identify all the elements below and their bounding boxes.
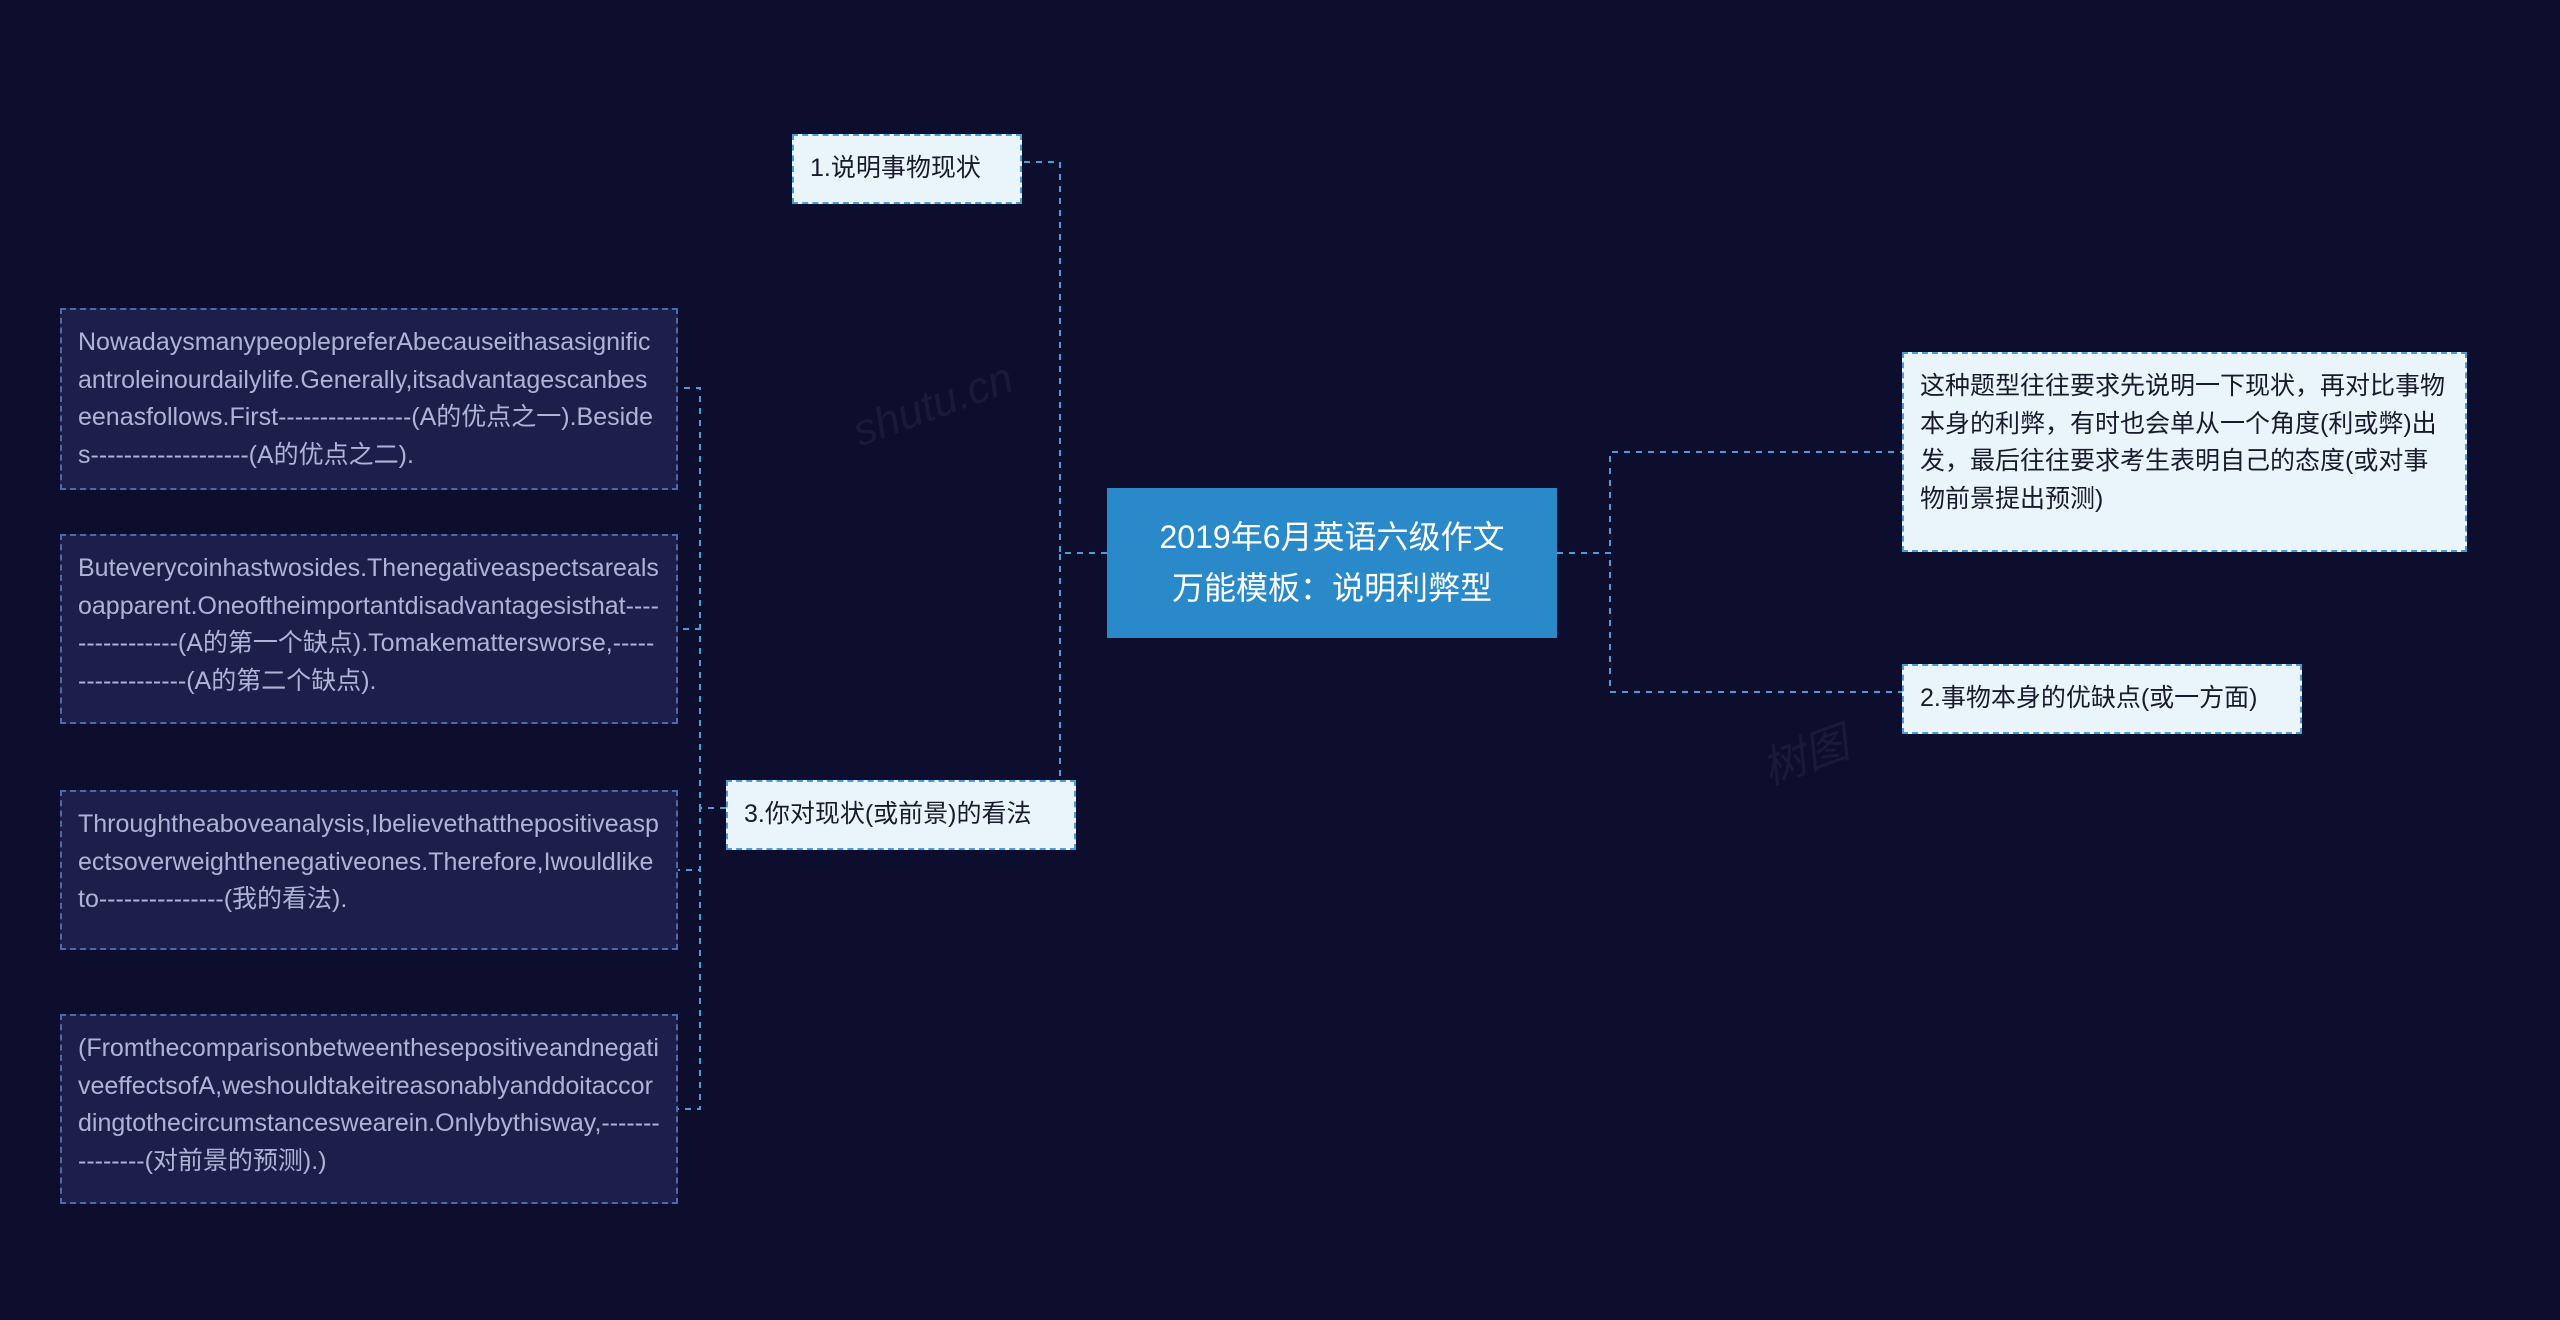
node-detail-4: (Fromthecomparisonbetweenthesepositivean… xyxy=(60,1014,678,1204)
watermark-2: 树图 xyxy=(1752,707,1857,797)
center-line1: 2019年6月英语六级作文 xyxy=(1160,519,1505,555)
node-description: 这种题型往往要求先说明一下现状，再对比事物本身的利弊，有时也会单从一个角度(利或… xyxy=(1902,352,2467,552)
node-point3: 3.你对现状(或前景)的看法 xyxy=(726,780,1076,850)
watermark-1: shutu.cn xyxy=(846,353,1019,457)
node-point2: 2.事物本身的优缺点(或一方面) xyxy=(1902,664,2302,734)
node-detail-3: Throughtheaboveanalysis,Ibelievethatthep… xyxy=(60,790,678,950)
node-detail-2: Buteverycoinhastwosides.Thenegativeaspec… xyxy=(60,534,678,724)
center-node: 2019年6月英语六级作文 万能模板：说明利弊型 xyxy=(1107,488,1557,638)
node-point1: 1.说明事物现状 xyxy=(792,134,1022,204)
center-line2: 万能模板：说明利弊型 xyxy=(1172,570,1492,606)
node-detail-1: NowadaysmanypeoplepreferAbecauseithasasi… xyxy=(60,308,678,490)
